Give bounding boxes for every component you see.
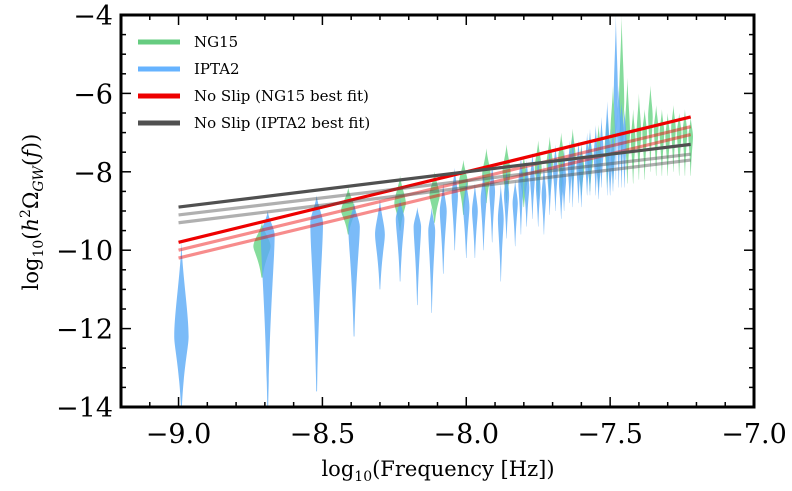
ipta2-violin: [375, 199, 385, 290]
ng15-violin: [482, 148, 491, 204]
fit-line-6: [178, 158, 691, 225]
ipta2-violin: [512, 179, 518, 247]
y-tick-label: −12: [56, 315, 113, 346]
fit-line-2: [178, 125, 692, 252]
tick-labels: −9.0 −8.5 −8.0 −7.5 −7.0 −14 −12 −10 −8 −6 −4: [56, 1, 787, 450]
ipta2-violin: [310, 195, 323, 392]
y-axis-label: log10(h2ΩGW(f)): [18, 134, 47, 291]
ipta2-violin: [413, 207, 422, 306]
x-tick-label: −9.0: [146, 419, 212, 450]
ng15-violin: [648, 85, 653, 172]
ipta2-violin: [576, 140, 581, 204]
ng15-violin: [682, 109, 688, 176]
ipta2-violin: [610, 124, 616, 192]
legend-label: No Slip (IPTA2 best fit): [194, 114, 370, 132]
fit-line-4: [178, 142, 691, 209]
ipta2-violin: [489, 163, 496, 243]
ipta2-violin: [535, 156, 541, 227]
ipta2-violin: [480, 171, 487, 251]
ipta2-violin: [585, 132, 590, 196]
ipta2-violin: [472, 183, 478, 259]
ipta2-violin: [613, 15, 618, 180]
legend-label: NG15: [194, 33, 238, 51]
ng15-violin: [653, 105, 659, 176]
ipta2-violins: [174, 15, 627, 407]
ipta2-violin: [619, 101, 624, 188]
x-axis-label: log10(Frequency [Hz]): [321, 457, 554, 485]
ipta2-violin: [622, 109, 627, 188]
ipta2-violin: [260, 211, 275, 407]
legend: NG15 IPTA2 No Slip (NG15 best fit) No Slip …: [138, 33, 370, 132]
fit-lines: [178, 115, 692, 260]
x-tick-label: −7.5: [577, 419, 643, 450]
legend-label: No Slip (NG15 best fit): [194, 87, 369, 105]
ipta2-violin: [530, 152, 535, 219]
fit-line-5: [178, 152, 691, 217]
ng15-violin: [665, 113, 670, 176]
y-tick-label: −8: [73, 158, 113, 189]
ng15-violin: [636, 93, 642, 180]
ipta2-violin: [348, 203, 360, 337]
ipta2-violin: [558, 156, 564, 219]
y-tick-label: −14: [56, 393, 113, 424]
y-tick-label: −4: [73, 1, 113, 32]
ipta2-violin: [570, 136, 575, 208]
ng15-violin: [429, 171, 440, 223]
ipta2-violin: [439, 183, 447, 274]
fit-line-1: [178, 115, 692, 244]
ipta2-violin: [579, 144, 584, 208]
ipta2-violin: [541, 163, 547, 235]
y-tick-label: −6: [73, 79, 113, 110]
ipta2-violin: [174, 242, 189, 407]
x-tick-label: −7.0: [721, 419, 787, 450]
ipta2-violin: [616, 85, 621, 188]
ng15-violin: [630, 109, 636, 184]
ipta2-violin: [524, 160, 530, 227]
ipta2-violin: [599, 116, 604, 188]
ipta2-violin: [518, 156, 524, 235]
ipta2-violin: [395, 199, 405, 282]
ipta2-violin: [593, 124, 598, 196]
ipta2-violin: [562, 148, 567, 211]
ipta2-violin: [587, 128, 593, 196]
ipta2-violin: [428, 207, 436, 313]
plot-frame: [119, 13, 756, 409]
ng15-violin: [688, 116, 694, 176]
x-tick-label: −8.0: [433, 419, 499, 450]
ipta2-violin: [608, 128, 613, 196]
ipta2-violin: [463, 179, 470, 259]
ipta2-violin: [503, 167, 510, 239]
ng15-violin: [624, 77, 630, 184]
x-tick-label: −8.5: [290, 419, 356, 450]
legend-label: IPTA2: [194, 60, 240, 78]
ipta2-violin: [451, 167, 458, 251]
ipta2-violin: [567, 140, 572, 204]
ipta2-violin: [497, 183, 504, 282]
ipta2-violin: [547, 148, 553, 215]
ipta2-violin: [605, 101, 610, 196]
y-tick-label: −10: [56, 236, 113, 267]
